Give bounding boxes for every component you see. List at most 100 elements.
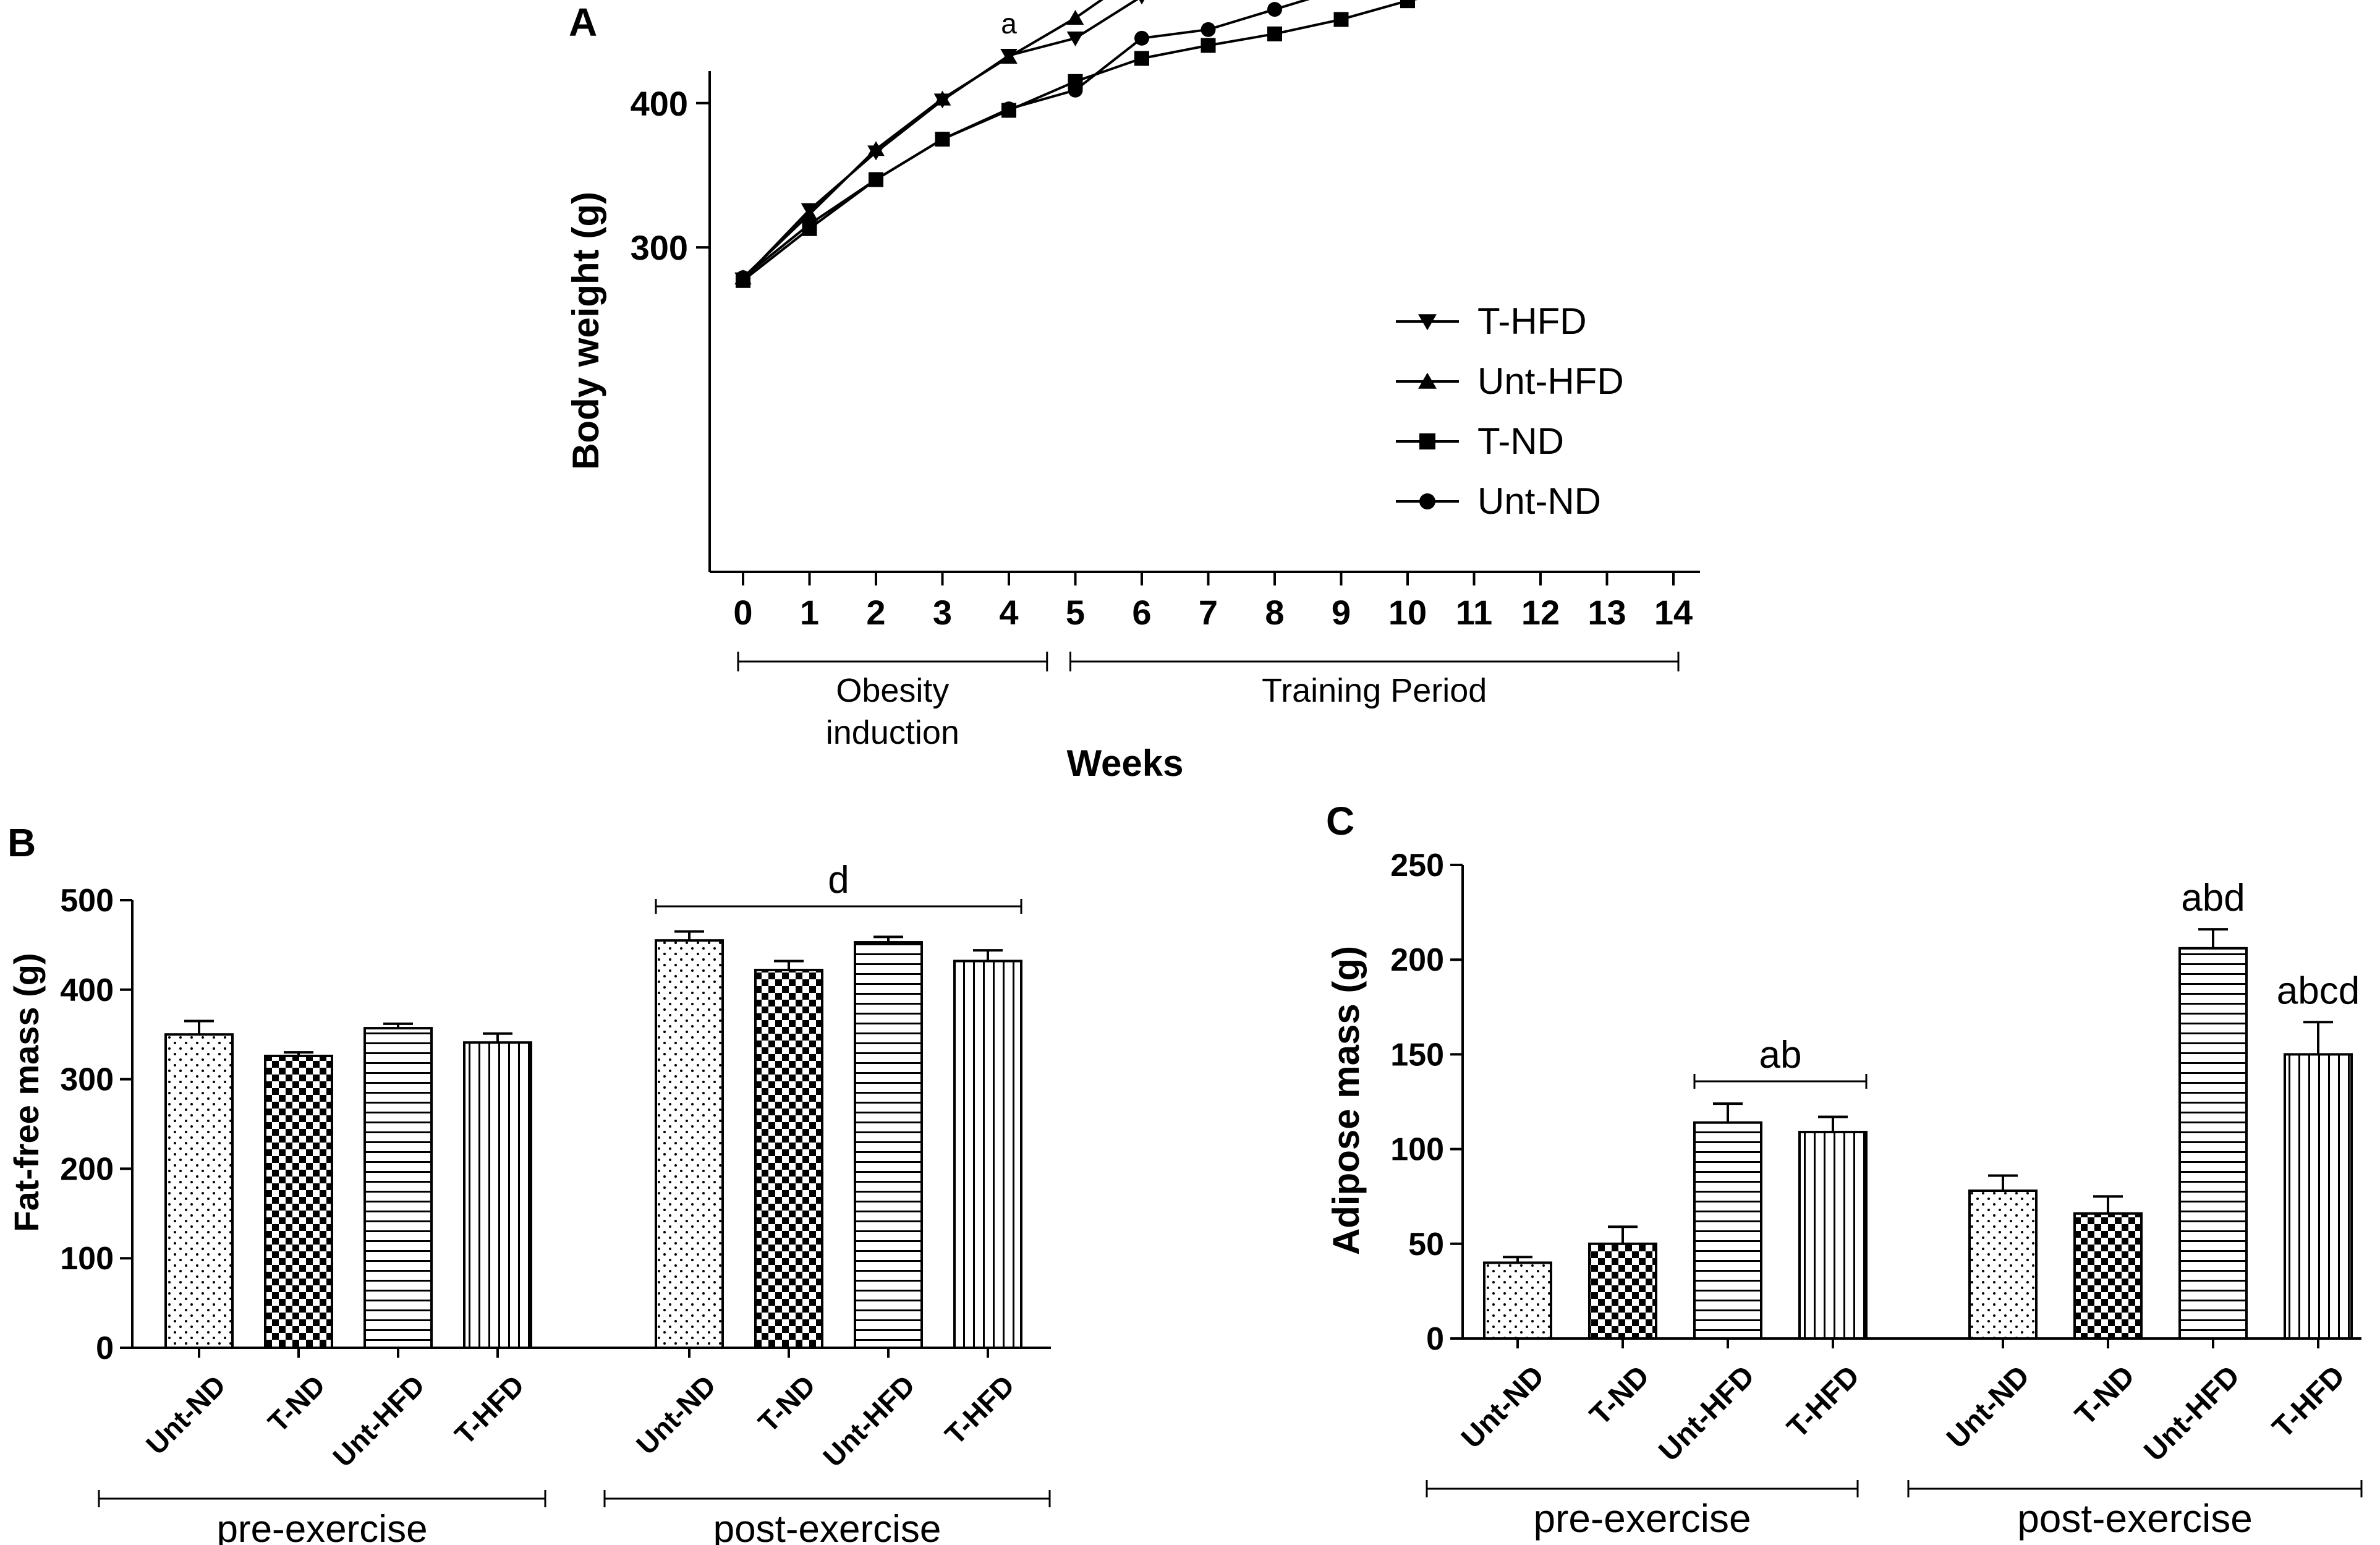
- data-point-t-nd: [1134, 51, 1149, 66]
- panel-a-xlabel: Weeks: [1066, 743, 1183, 784]
- panel-a-x-tick-label: 12: [1521, 593, 1560, 632]
- category-label: Unt-HFD: [326, 1369, 431, 1473]
- legend-label: T-ND: [1477, 420, 1564, 462]
- y-tick-label: 400: [60, 973, 114, 1008]
- y-tick-label: 500: [60, 883, 114, 919]
- category-label: T-HFD: [448, 1369, 530, 1451]
- y-tick-label: 100: [60, 1241, 114, 1277]
- significance-label: ab: [1759, 1034, 1802, 1076]
- category-label: T-ND: [261, 1369, 331, 1439]
- data-point-unt-hfd: [867, 141, 885, 156]
- y-tick-label: 200: [1390, 942, 1444, 978]
- category-label: Unt-HFD: [817, 1369, 921, 1473]
- category-label: Unt-HFD: [2138, 1360, 2246, 1468]
- panel-a-ylabel: Body weight (g): [565, 192, 606, 470]
- bar-unt-nd: [1968, 1190, 2038, 1340]
- group-label: pre-exercise: [216, 1508, 427, 1545]
- y-tick-label: 250: [1390, 848, 1444, 883]
- annotation-a: a: [1001, 7, 1017, 40]
- data-point-unt-nd: [935, 132, 950, 147]
- category-label: Unt-ND: [1455, 1360, 1550, 1455]
- bar-t-nd: [754, 968, 823, 1349]
- bar-t-hfd: [463, 1041, 532, 1350]
- panel-b-ylabel: Fat-free mass (g): [7, 953, 46, 1232]
- data-point-unt-nd: [1201, 22, 1216, 37]
- series-line-unt-hfd: [742, 0, 1103, 279]
- panel-a-y-tick-label: 300: [631, 228, 688, 267]
- data-point-unt-hfd: [801, 206, 818, 221]
- y-tick-label: 50: [1408, 1227, 1444, 1262]
- panel-a-x-tick-label: 1: [800, 593, 819, 632]
- category-label: T-HFD: [938, 1369, 1021, 1451]
- category-label: Unt-HFD: [1652, 1360, 1761, 1468]
- panel-a-legend: T-HFD Unt-HFD T-ND Unt-ND: [1396, 300, 1624, 522]
- period-label: induction: [826, 714, 959, 751]
- data-point-unt-nd: [1134, 30, 1149, 46]
- period-label: Training Period: [1262, 672, 1487, 709]
- bar-t-nd: [2073, 1212, 2143, 1340]
- bar-t-hfd: [953, 960, 1022, 1349]
- category-label: Unt-ND: [1940, 1360, 2036, 1455]
- bar-unt-hfd: [1693, 1121, 1762, 1340]
- legend-marker: [1419, 493, 1435, 509]
- panel-a-line-chart: A 30040050060001234567891011121314Obesit…: [565, 0, 1700, 784]
- group-label: pre-exercise: [1533, 1496, 1751, 1541]
- legend-marker: [1419, 433, 1435, 449]
- panel-a-x-tick-label: 14: [1654, 593, 1693, 632]
- category-label: T-ND: [1584, 1360, 1656, 1432]
- bar-unt-hfd: [363, 1027, 433, 1349]
- bar-t-hfd: [2284, 1053, 2353, 1340]
- panel-a-x-tick-label: 2: [866, 593, 885, 632]
- bar-t-nd: [1588, 1242, 1657, 1340]
- data-point-unt-nd: [869, 172, 883, 187]
- panel-a-x-tick-label: 9: [1332, 593, 1351, 632]
- significance-label: d: [828, 859, 849, 901]
- data-point-t-nd: [1267, 26, 1282, 41]
- panel-a-x-tick-label: 6: [1132, 593, 1151, 632]
- panel-label-c: C: [1326, 799, 1354, 843]
- bar-t-hfd: [1798, 1131, 1868, 1340]
- data-point-unt-nd: [1068, 82, 1083, 98]
- bar-unt-nd: [164, 1033, 234, 1349]
- bar-t-nd: [264, 1054, 333, 1350]
- series-line-t-hfd: [742, 0, 1139, 280]
- y-tick-label: 300: [60, 1062, 114, 1098]
- panel-a-x-tick-label: 8: [1265, 593, 1284, 632]
- data-point-unt-nd: [1001, 101, 1016, 117]
- y-tick-label: 0: [1426, 1321, 1444, 1357]
- panel-label-b: B: [7, 820, 36, 865]
- data-point-unt-nd: [802, 216, 817, 232]
- panel-a-x-tick-label: 5: [1066, 593, 1085, 632]
- group-label: post-exercise: [713, 1508, 941, 1545]
- category-label: T-HFD: [1781, 1360, 1866, 1444]
- y-tick-label: 150: [1390, 1037, 1444, 1073]
- legend-marker: [1418, 372, 1437, 389]
- group-label: post-exercise: [2017, 1496, 2253, 1541]
- category-label: Unt-ND: [140, 1369, 232, 1461]
- data-point-unt-hfd: [1066, 9, 1084, 25]
- bar-unt-nd: [655, 939, 724, 1350]
- panel-a-x-tick-label: 10: [1388, 593, 1427, 632]
- panel-label-a: A: [569, 0, 597, 45]
- bar-annotation: abd: [2181, 877, 2245, 919]
- data-point-t-nd: [1400, 0, 1415, 9]
- data-point-t-hfd: [1139, 0, 1145, 5]
- panel-c-ylabel: Adipose mass (g): [1325, 946, 1367, 1255]
- bar-unt-hfd: [854, 941, 923, 1349]
- data-point-t-nd: [1333, 12, 1349, 27]
- bar-annotation: abcd: [2277, 969, 2360, 1012]
- data-point-unt-hfd: [933, 90, 951, 106]
- bar-unt-nd: [1483, 1261, 1552, 1340]
- panel-a-annotations: aaaaaaaaaaabbbbbbb: [1001, 0, 1084, 40]
- panel-a-axes: 30040050060001234567891011121314Obesityi…: [631, 71, 1700, 751]
- y-tick-label: 0: [96, 1330, 114, 1366]
- panel-a-x-tick-label: 4: [999, 593, 1018, 632]
- data-point-unt-hfd: [1000, 48, 1018, 64]
- y-tick-label: 200: [60, 1151, 114, 1187]
- category-label: T-HFD: [2266, 1360, 2351, 1444]
